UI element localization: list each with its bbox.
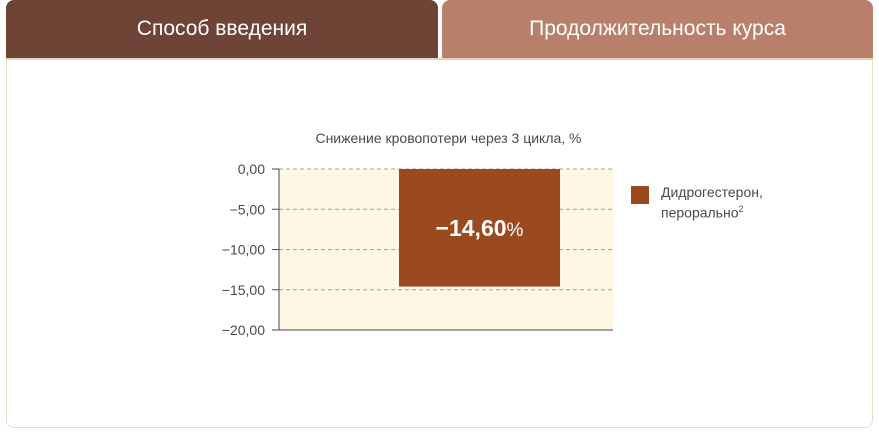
y-tick-label: −15,00 xyxy=(222,282,265,298)
legend: Дидрогестерон, перорально2 xyxy=(631,184,763,222)
legend-label: Дидрогестерон, перорально2 xyxy=(661,184,763,222)
tab-route-of-administration[interactable]: Способ введения xyxy=(6,0,438,58)
legend-swatch xyxy=(631,186,649,204)
tab-course-duration[interactable]: Продолжительность курса xyxy=(442,0,873,58)
legend-label-line2: перорально xyxy=(661,204,739,221)
bar xyxy=(399,169,560,287)
y-tick-label: −20,00 xyxy=(222,322,265,338)
tab-label: Продолжительность курса xyxy=(529,17,786,40)
panel-divider xyxy=(6,58,873,60)
legend-label-line1: Дидрогестерон, xyxy=(661,184,763,200)
y-tick-label: −5,00 xyxy=(230,201,266,217)
chart-title: Снижение кровопотери через 3 цикла, % xyxy=(315,130,582,146)
tab-label: Способ введения xyxy=(136,17,308,40)
y-tick-label: −10,00 xyxy=(222,242,265,258)
bar-data-label: −14,60% xyxy=(436,215,524,241)
legend-footnote: 2 xyxy=(738,204,744,214)
y-tick-label: 0,00 xyxy=(238,161,265,177)
